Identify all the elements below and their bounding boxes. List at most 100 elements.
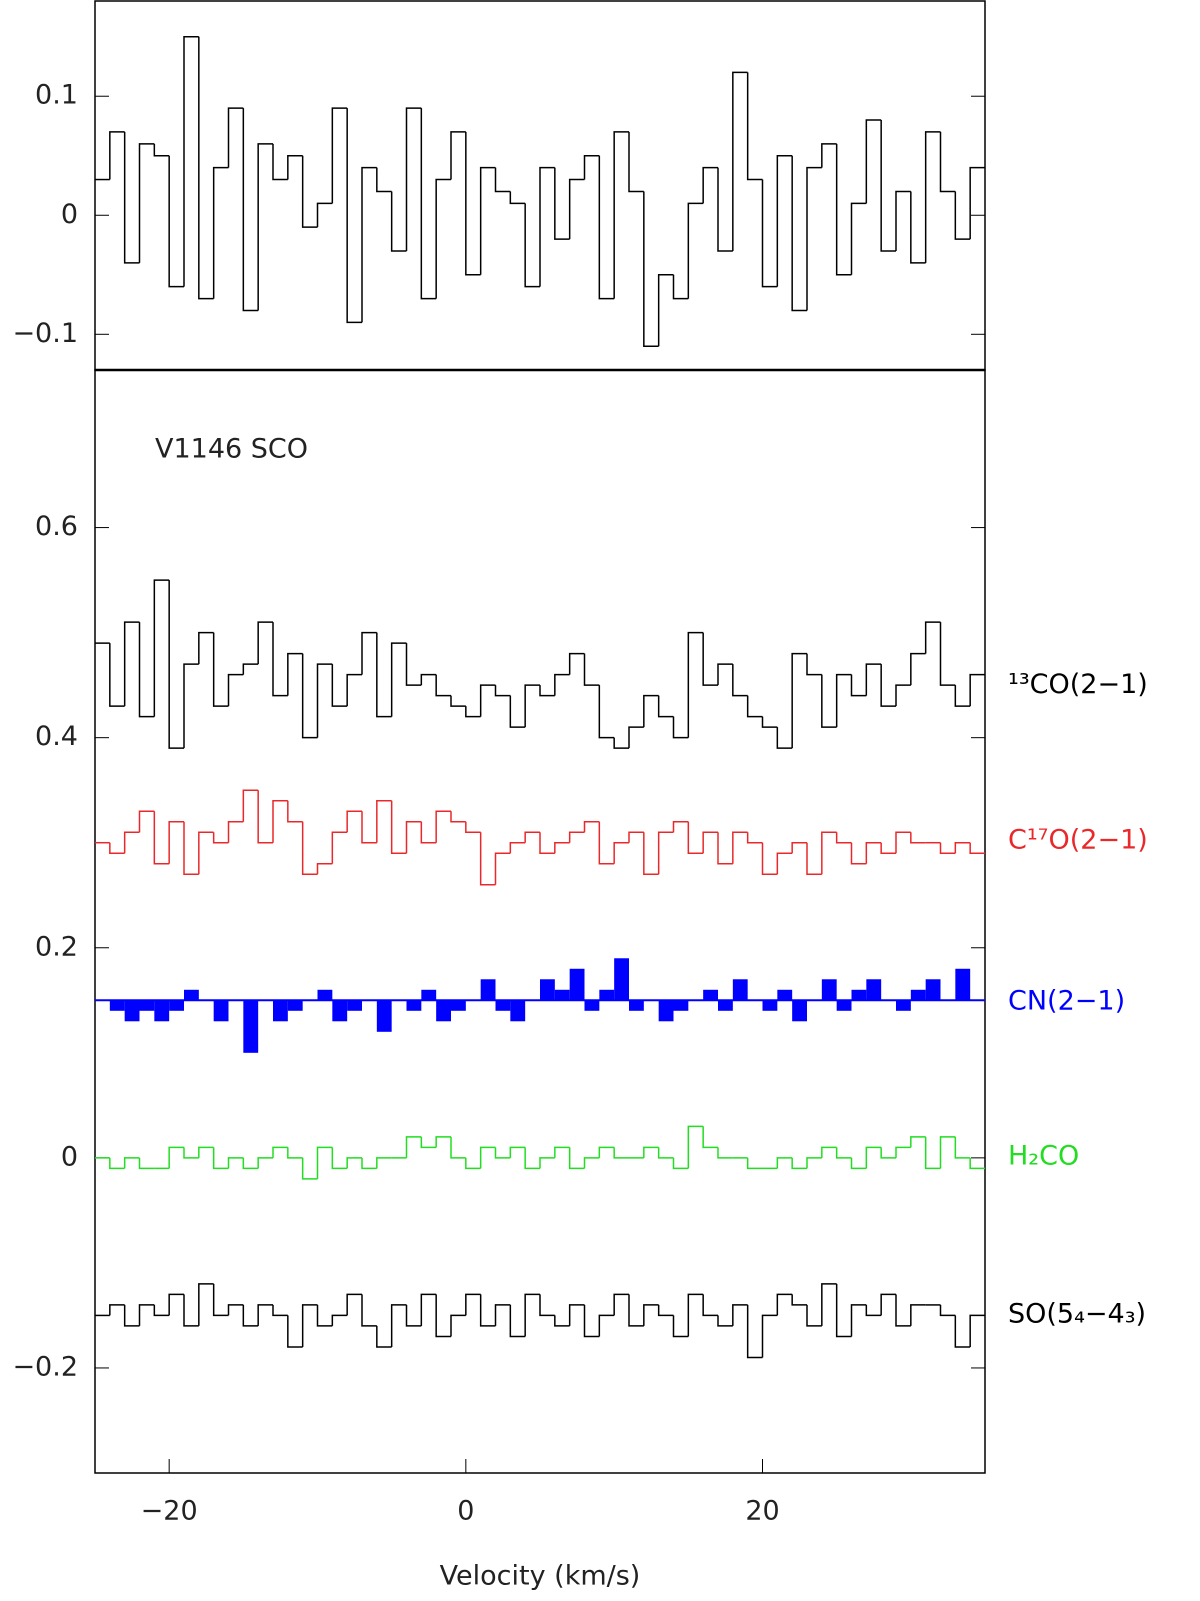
channel-bar — [673, 1000, 689, 1011]
channel-step — [969, 1157, 985, 1170]
channel-step — [880, 120, 896, 252]
channel-step — [390, 1304, 407, 1347]
channel-step — [791, 1157, 807, 1170]
channel-step — [390, 642, 407, 717]
channel-bar — [376, 1000, 392, 1032]
channel-bar — [658, 1000, 674, 1022]
channel-step — [198, 36, 214, 300]
channel-bar — [317, 989, 333, 1001]
channel-step — [242, 789, 259, 822]
channel-step — [554, 167, 570, 240]
channel-step — [939, 842, 956, 854]
channel-step — [479, 1146, 496, 1169]
channel-step — [524, 1293, 540, 1337]
channel-step — [465, 1157, 481, 1170]
channel-bar — [213, 1000, 229, 1022]
channel-step — [524, 831, 540, 843]
channel-step — [850, 202, 867, 275]
legend-label: ¹³CO(2−1) — [1008, 669, 1148, 700]
channel-step — [554, 1315, 570, 1327]
channel-step — [821, 143, 837, 168]
channel-step — [895, 831, 911, 854]
channel-bar — [554, 989, 570, 1001]
channel-step — [227, 820, 244, 843]
channel-step — [554, 841, 570, 854]
channel-step — [198, 1146, 214, 1158]
channel-step — [242, 1304, 259, 1327]
channel-step — [643, 1304, 659, 1326]
channel-step — [583, 1304, 600, 1338]
channel-step — [257, 1157, 273, 1169]
channel-step — [865, 119, 882, 204]
channel-step — [123, 131, 140, 264]
channel-step — [806, 166, 822, 311]
channel-step — [702, 166, 718, 204]
channel-step — [835, 143, 852, 276]
channel-step — [361, 1157, 377, 1170]
channel-step — [568, 652, 585, 675]
channel-bar — [184, 989, 199, 1001]
channel-step — [910, 832, 926, 844]
y-tick-label: 0.2 — [35, 931, 78, 962]
channel-bar — [273, 1000, 288, 1022]
y-tick-label: −0.1 — [12, 318, 78, 349]
channel-step — [450, 695, 466, 707]
channel-step — [390, 191, 407, 252]
channel-step — [376, 167, 392, 193]
channel-step — [123, 1157, 140, 1169]
channel-step — [450, 1136, 466, 1159]
channel-step — [835, 1147, 852, 1159]
annotation: V1146 SCO — [155, 434, 308, 465]
channel-step — [746, 1304, 763, 1359]
channel-bar — [451, 1000, 466, 1011]
channel-bar — [480, 979, 496, 1001]
channel-step — [346, 1293, 362, 1316]
channel-step — [331, 1314, 348, 1326]
channel-step — [361, 1294, 377, 1327]
channel-step — [361, 631, 377, 675]
channel-step — [732, 71, 748, 251]
channel-bar — [732, 979, 748, 1001]
channel-step — [910, 191, 926, 264]
channel-step — [242, 1157, 259, 1170]
channel-step — [732, 664, 748, 697]
channel-step — [287, 652, 303, 696]
channel-bar — [955, 968, 971, 1001]
channel-step — [138, 622, 155, 718]
channel-step — [316, 202, 333, 228]
channel-bar — [703, 989, 718, 1001]
channel-step — [287, 1147, 303, 1159]
legend-label: CN(2−1) — [1008, 986, 1125, 1017]
channel-bar — [510, 1000, 526, 1022]
channel-step — [405, 1136, 422, 1158]
channel-step — [939, 1136, 956, 1169]
channel-step — [183, 1147, 199, 1159]
channel-step — [598, 685, 615, 739]
channel-step — [168, 580, 184, 749]
x-tick-label: −20 — [141, 1496, 198, 1527]
channel-step — [939, 131, 956, 193]
channel-step — [717, 1315, 733, 1327]
channel-bar — [495, 1000, 511, 1011]
channel-step — [287, 1315, 303, 1348]
channel-step — [806, 842, 822, 875]
channel-step — [613, 841, 629, 864]
channel-step — [450, 131, 466, 180]
channel-step — [791, 155, 807, 312]
channel-step — [791, 841, 807, 854]
channel-step — [316, 1304, 333, 1327]
channel-step — [479, 166, 496, 275]
channel-step — [524, 684, 540, 728]
channel-step — [123, 1304, 140, 1327]
channel-step — [301, 1304, 318, 1347]
channel-step — [761, 179, 778, 288]
channel-bar — [836, 1000, 852, 1011]
channel-step — [509, 695, 526, 728]
channel-step — [895, 1294, 911, 1327]
channel-step — [672, 1315, 689, 1338]
channel-step — [346, 673, 362, 707]
channel-step — [242, 663, 259, 675]
channel-step — [776, 727, 793, 749]
channel-step — [316, 663, 333, 738]
channel-step — [969, 1314, 985, 1347]
